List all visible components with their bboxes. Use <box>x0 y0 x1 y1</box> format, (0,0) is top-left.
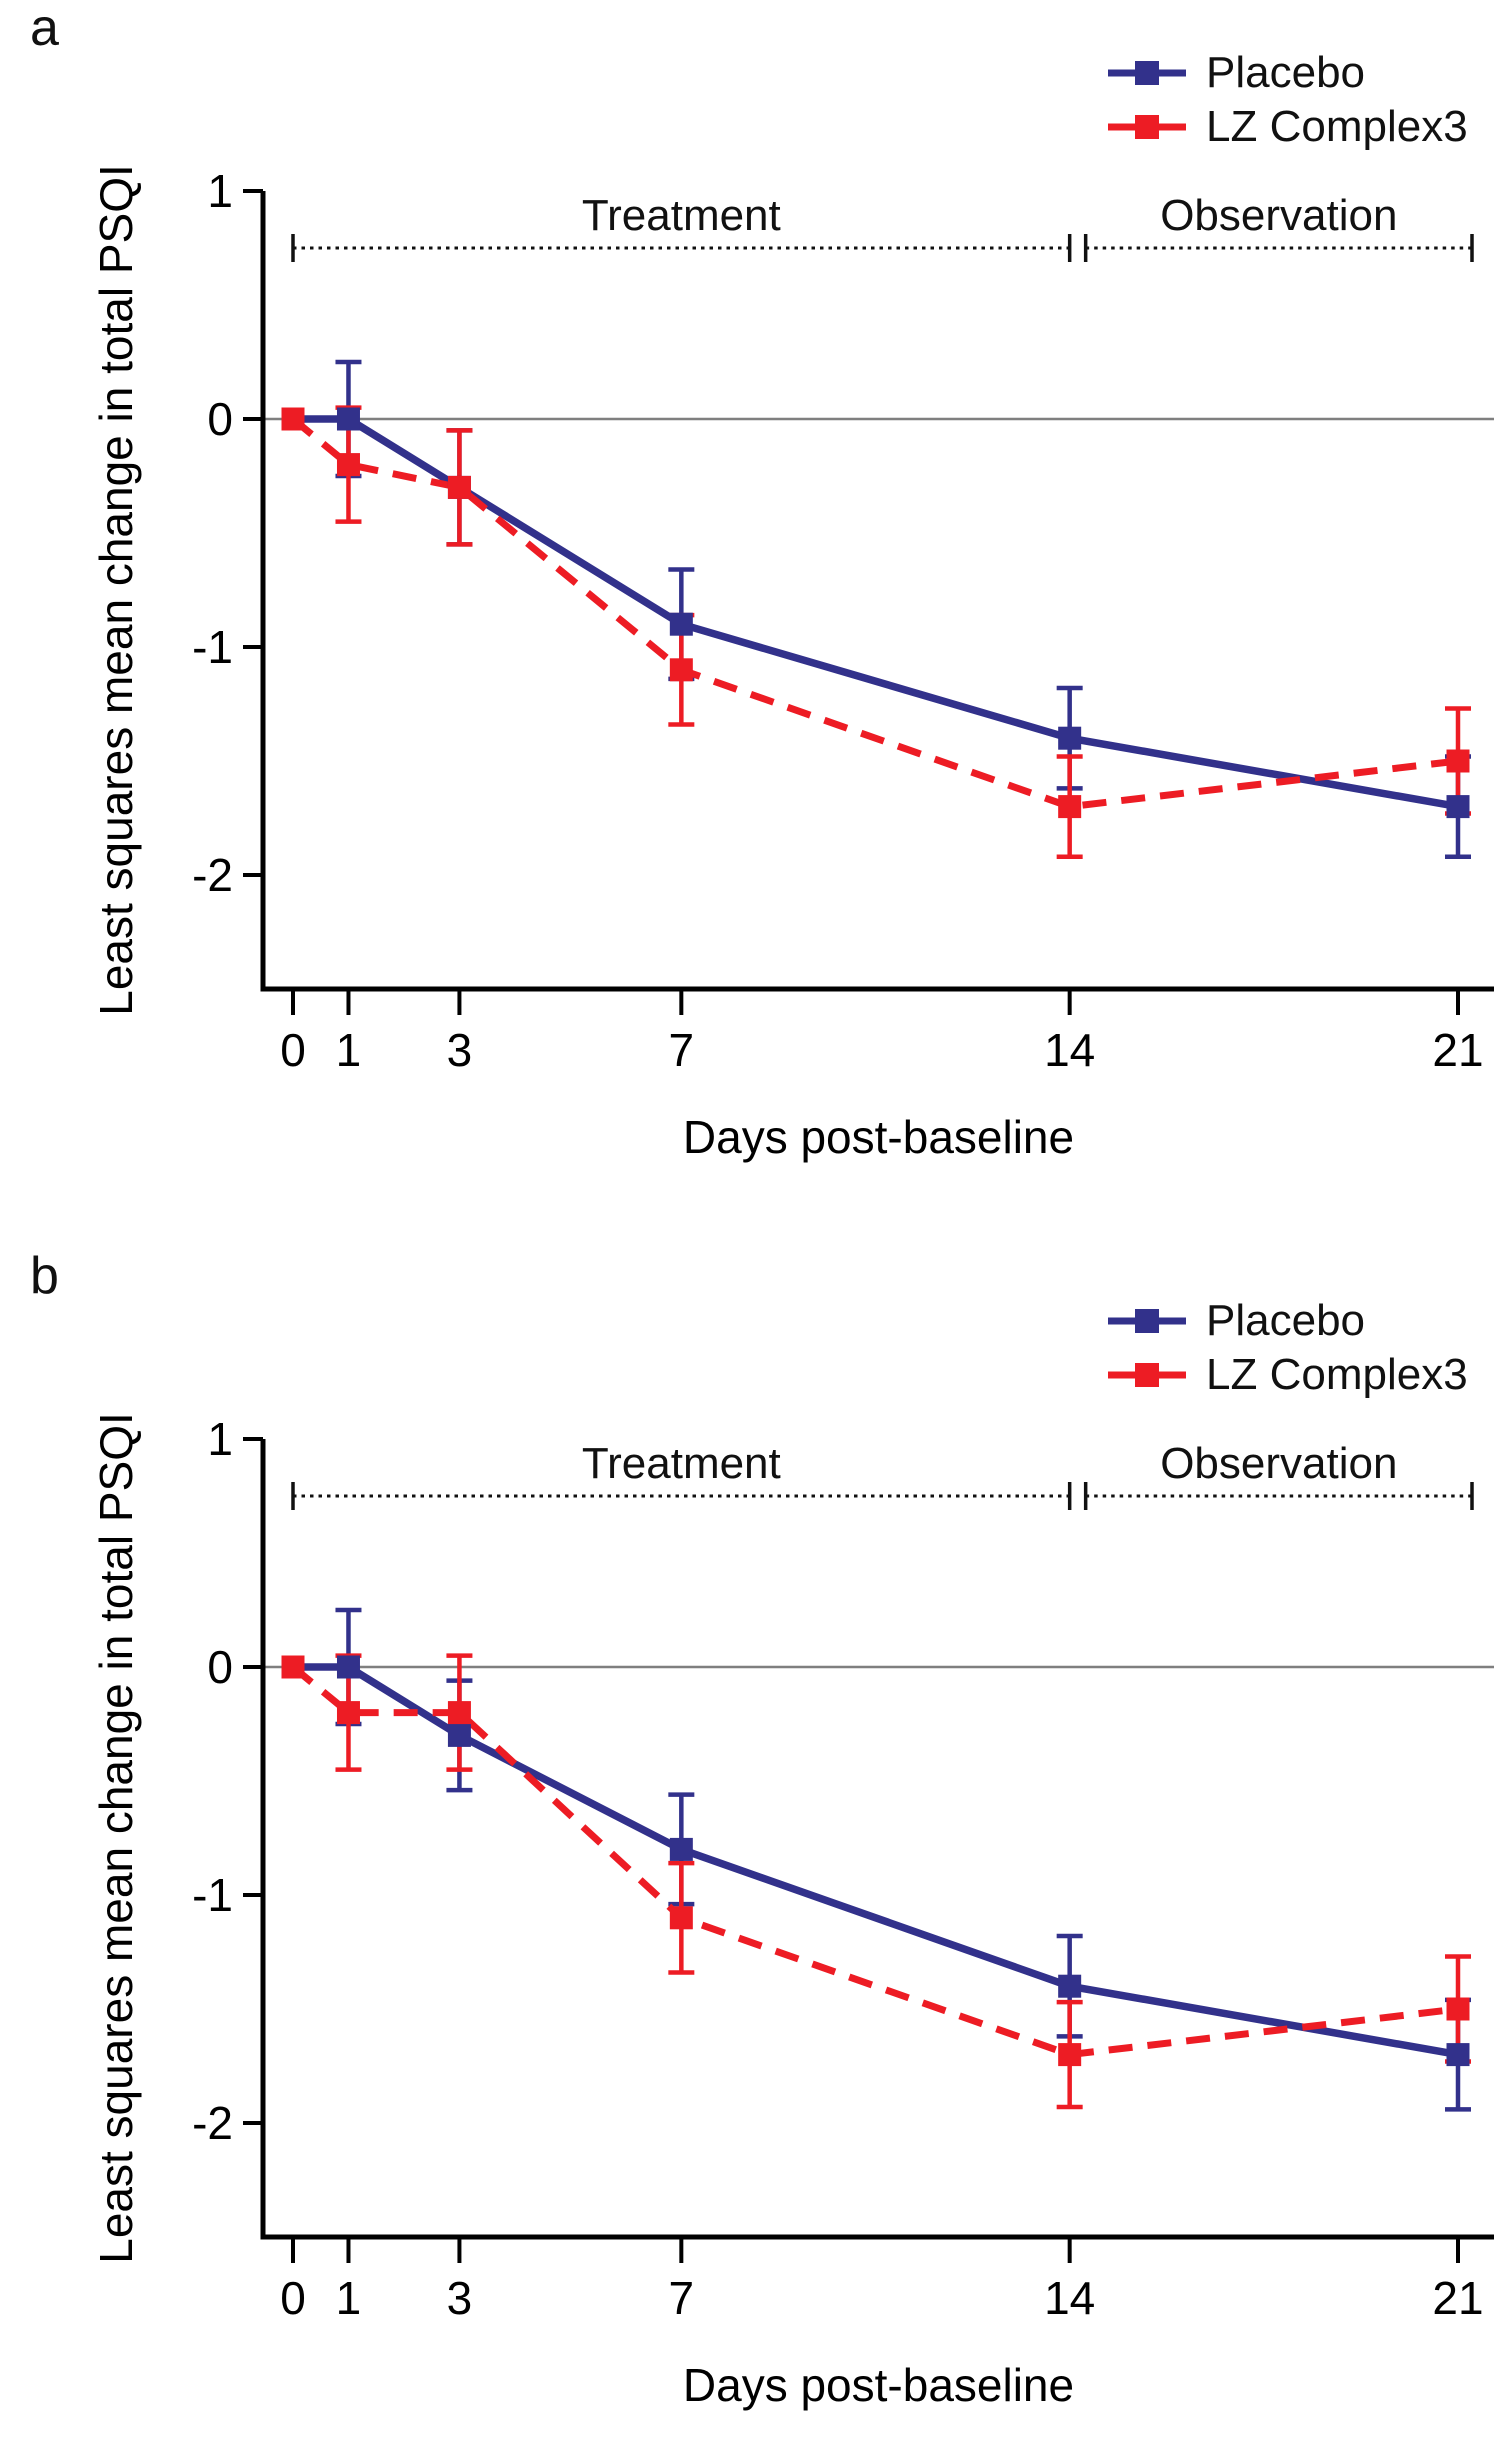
y-axis-title: Least squares mean change in total PSQI <box>90 1412 142 2264</box>
legend-item-placebo: Placebo <box>1108 1294 1468 1348</box>
y-tick-label: 1 <box>207 1413 233 1465</box>
period-label: Treatment <box>582 191 781 240</box>
x-tick-label: 0 <box>280 2272 306 2324</box>
placebo-marker-icon <box>1108 61 1186 85</box>
placebo-marker-icon <box>1108 1309 1186 1333</box>
panel-a: Treatment Observation 1 0 -1 -2 0 1 3 7 14 21 Days p… <box>0 0 1506 1213</box>
legend-item-placebo: Placebo <box>1108 46 1468 100</box>
markers-lz-complex3 <box>281 407 1470 819</box>
x-tick-label: 1 <box>336 1024 362 1076</box>
x-axis-ticks: 0 1 3 7 14 21 <box>280 2237 1484 2324</box>
x-tick-label: 7 <box>669 1024 695 1076</box>
error-bars-lz-complex3 <box>335 405 1471 860</box>
y-tick-label: 1 <box>207 165 233 217</box>
x-tick-label: 0 <box>280 1024 306 1076</box>
x-tick-label: 14 <box>1044 1024 1095 1076</box>
x-tick-label: 3 <box>447 2272 473 2324</box>
legend-label-placebo: Placebo <box>1206 1296 1366 1345</box>
period-annotations: Treatment Observation <box>291 1439 1474 1510</box>
y-tick-label: -1 <box>192 621 233 673</box>
y-axis-ticks: 1 0 -1 -2 <box>192 165 263 901</box>
panel-b-label: b <box>30 1247 59 1305</box>
error-bars-placebo <box>335 1607 1471 2112</box>
panel-a-label: a <box>30 0 59 57</box>
axes <box>260 1439 1494 2240</box>
x-axis-title: Days post-baseline <box>683 1111 1074 1163</box>
legend-label-placebo: Placebo <box>1206 48 1366 97</box>
x-tick-label: 14 <box>1044 2272 1095 2324</box>
legend-item-lz-complex3: LZ Complex3 <box>1108 1348 1468 1402</box>
panel-b: Treatment Observation 1 0 -1 -2 0 1 3 7 14 21 Days p… <box>0 1248 1506 2461</box>
period-annotations: Treatment Observation <box>291 191 1474 262</box>
y-tick-label: 0 <box>207 1641 233 1693</box>
y-tick-label: -2 <box>192 2097 233 2149</box>
x-tick-label: 7 <box>669 2272 695 2324</box>
y-axis-ticks: 1 0 -1 -2 <box>192 1413 263 2149</box>
panel-b-legend: Placebo LZ Complex3 <box>1108 1294 1468 1402</box>
y-tick-label: 0 <box>207 393 233 445</box>
x-tick-label: 3 <box>447 1024 473 1076</box>
y-tick-label: -1 <box>192 1869 233 1921</box>
lz-complex3-marker-icon <box>1108 115 1186 139</box>
x-tick-label: 1 <box>336 2272 362 2324</box>
y-axis-title: Least squares mean change in total PSQI <box>90 164 142 1016</box>
legend-label-lz-complex3: LZ Complex3 <box>1206 1350 1468 1399</box>
period-label: Treatment <box>582 1439 781 1488</box>
y-tick-label: -2 <box>192 849 233 901</box>
markers-lz-complex3 <box>281 1655 1470 2067</box>
lz-complex3-marker-icon <box>1108 1363 1186 1387</box>
period-label: Observation <box>1160 1439 1397 1488</box>
legend-label-lz-complex3: LZ Complex3 <box>1206 102 1468 151</box>
x-tick-label: 21 <box>1432 2272 1483 2324</box>
panel-a-legend: Placebo LZ Complex3 <box>1108 46 1468 154</box>
period-label: Observation <box>1160 191 1397 240</box>
legend-item-lz-complex3: LZ Complex3 <box>1108 100 1468 154</box>
x-tick-label: 21 <box>1432 1024 1483 1076</box>
error-bars-lz-complex3 <box>335 1653 1471 2110</box>
x-axis-title: Days post-baseline <box>683 2359 1074 2411</box>
x-axis-ticks: 0 1 3 7 14 21 <box>280 989 1484 1076</box>
axes <box>260 191 1494 992</box>
